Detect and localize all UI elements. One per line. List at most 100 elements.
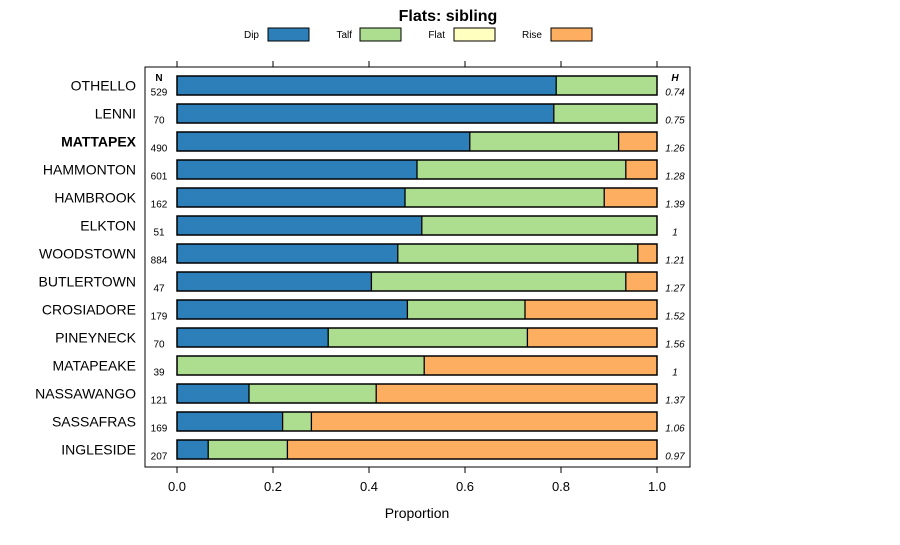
- legend-swatch-dip: [267, 27, 310, 42]
- row-sassafras: SASSAFRAS 169 1.06: [52, 411, 685, 435]
- bar-butlertown-dip: [177, 272, 372, 291]
- bar-ingleside-talf: [208, 440, 288, 459]
- legend-swatch-talf: [359, 27, 402, 42]
- bar-ingleside-dip: [177, 440, 209, 459]
- dendrogram: [711, 86, 808, 422]
- bar-mattapex-rise: [618, 132, 657, 151]
- bar-outline-othello: [176, 75, 658, 96]
- row-lenni: LENNI 70 0.75: [95, 103, 685, 127]
- h-value-matapeake: 1: [672, 368, 678, 379]
- x-tick-label-0-8: 0.8: [552, 479, 570, 494]
- h-value-woodstown: 1.21: [665, 256, 684, 267]
- n-value-othello: 529: [151, 88, 168, 99]
- bar-pineyneck-rise: [527, 328, 657, 347]
- bar-mattapex-dip: [177, 132, 470, 151]
- bar-outline-ingleside: [176, 439, 658, 460]
- row-label-crosiadore: CROSIADORE: [42, 302, 136, 318]
- h-value-crosiadore: 1.52: [665, 312, 685, 323]
- bar-woodstown-talf: [397, 244, 638, 263]
- row-label-butlertown: BUTLERTOWN: [39, 274, 137, 290]
- bar-elkton-dip: [177, 216, 422, 235]
- bar-sassafras-rise: [311, 412, 657, 431]
- h-value-othello: 0.74: [665, 88, 685, 99]
- h-column-header: H: [671, 73, 679, 84]
- h-value-hambrook: 1.39: [665, 200, 685, 211]
- bar-outline-sassafras: [176, 411, 658, 432]
- n-value-elkton: 51: [153, 228, 165, 239]
- bar-othello-talf: [556, 76, 657, 95]
- n-value-hammonton: 601: [151, 172, 168, 183]
- bar-crosiadore-dip: [177, 300, 408, 319]
- h-value-mattapex: 1.26: [665, 144, 685, 155]
- bar-rows: OTHELLO 529 0.74 LENNI 70 0.75 MATTAPEX 490 1.26…: [35, 75, 685, 463]
- bar-nassawango-talf: [249, 384, 377, 403]
- bar-outline-nassawango: [176, 383, 658, 404]
- x-tick-label-1-0: 1.0: [648, 479, 666, 494]
- h-value-butlertown: 1.27: [665, 284, 685, 295]
- bar-outline-hammonton: [176, 159, 658, 180]
- bar-othello-dip: [177, 76, 557, 95]
- n-value-pineyneck: 70: [153, 340, 165, 351]
- row-hammonton: HAMMONTON 601 1.28: [43, 159, 685, 183]
- n-value-mattapex: 490: [151, 144, 168, 155]
- bar-nassawango-dip: [177, 384, 249, 403]
- bar-outline-mattapex: [176, 131, 658, 152]
- row-nassawango: NASSAWANGO 121 1.37: [35, 383, 685, 407]
- h-value-nassawango: 1.37: [665, 396, 685, 407]
- x-tick-label-0-4: 0.4: [360, 479, 378, 494]
- bar-nassawango-rise: [376, 384, 657, 403]
- row-elkton: ELKTON 51 1: [80, 215, 678, 239]
- row-ingleside: INGLESIDE 207 0.97: [61, 439, 685, 463]
- row-label-pineyneck: PINEYNECK: [55, 330, 137, 346]
- bar-lenni-dip: [177, 104, 554, 123]
- legend-label-talf: Talf: [336, 30, 352, 41]
- bar-woodstown-dip: [177, 244, 398, 263]
- bar-ingleside-rise: [287, 440, 657, 459]
- bar-matapeake-rise: [424, 356, 657, 375]
- row-label-ingleside: INGLESIDE: [61, 442, 136, 458]
- bar-mattapex-talf: [469, 132, 619, 151]
- bar-pineyneck-dip: [177, 328, 329, 347]
- n-value-lenni: 70: [153, 116, 165, 127]
- row-label-woodstown: WOODSTOWN: [39, 246, 136, 262]
- row-othello: OTHELLO 529 0.74: [71, 75, 685, 99]
- legend-swatch-flat: [453, 27, 496, 42]
- row-matapeake: MATAPEAKE 39 1: [52, 355, 678, 379]
- bar-pineyneck-talf: [328, 328, 528, 347]
- bar-hammonton-talf: [417, 160, 626, 179]
- bar-hammonton-dip: [177, 160, 417, 179]
- row-pineyneck: PINEYNECK 70 1.56: [55, 327, 685, 351]
- row-label-sassafras: SASSAFRAS: [52, 414, 136, 430]
- bar-butlertown-rise: [625, 272, 657, 291]
- bar-outline-butlertown: [176, 271, 658, 292]
- bar-matapeake-talf: [177, 356, 425, 375]
- row-label-hambrook: HAMBROOK: [54, 190, 136, 206]
- h-value-lenni: 0.75: [665, 116, 685, 127]
- x-tick-label-0-6: 0.6: [456, 479, 474, 494]
- bar-elkton-talf: [421, 216, 657, 235]
- row-hambrook: HAMBROOK 162 1.39: [54, 187, 685, 211]
- bar-hambrook-rise: [604, 188, 657, 207]
- n-value-nassawango: 121: [151, 396, 168, 407]
- row-butlertown: BUTLERTOWN 47 1.27: [39, 271, 685, 295]
- bar-crosiadore-rise: [525, 300, 657, 319]
- h-value-pineyneck: 1.56: [665, 340, 685, 351]
- bar-outline-pineyneck: [176, 327, 658, 348]
- row-label-matapeake: MATAPEAKE: [52, 358, 136, 374]
- bar-outline-lenni: [176, 103, 658, 124]
- bar-outline-matapeake: [176, 355, 658, 376]
- bar-sassafras-talf: [282, 412, 312, 431]
- bar-outline-crosiadore: [176, 299, 658, 320]
- n-value-ingleside: 207: [151, 452, 168, 463]
- row-label-hammonton: HAMMONTON: [43, 162, 136, 178]
- bar-outline-woodstown: [176, 243, 658, 264]
- row-label-lenni: LENNI: [95, 106, 136, 122]
- bar-butlertown-talf: [371, 272, 626, 291]
- n-column-header: N: [155, 73, 162, 84]
- bar-hammonton-rise: [625, 160, 657, 179]
- n-value-butlertown: 47: [153, 284, 165, 295]
- row-label-mattapex: MATTAPEX: [61, 134, 137, 150]
- n-value-woodstown: 884: [151, 256, 168, 267]
- bar-outline-hambrook: [176, 187, 658, 208]
